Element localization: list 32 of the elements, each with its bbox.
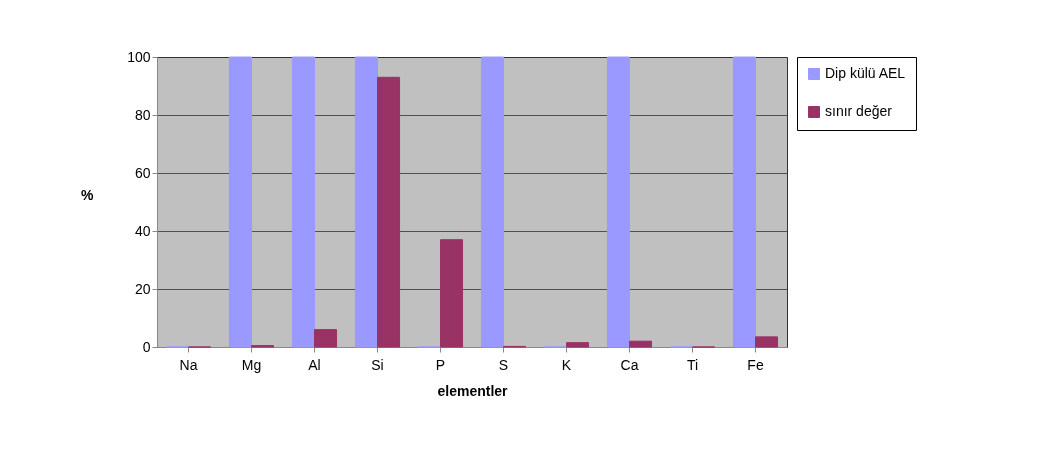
legend-label: Dip külü AEL [825, 65, 906, 81]
x-tick-label: Fe [747, 356, 764, 373]
y-tick-label: 40 [134, 222, 151, 239]
y-tick-label: 100 [127, 48, 151, 65]
legend-label: sınır değer [825, 103, 893, 119]
bar [480, 56, 504, 348]
bar [629, 340, 653, 348]
x-tick-label: K [561, 356, 572, 373]
y-tick-label: 0 [142, 338, 151, 355]
bar [755, 336, 779, 348]
bar [440, 239, 464, 348]
y-tick-label: 60 [134, 164, 151, 181]
y-tick-label: 80 [134, 106, 151, 123]
y-axis-title: % [80, 186, 94, 203]
bar [354, 56, 378, 348]
bar [377, 76, 401, 348]
x-tick-label: Ca [620, 356, 639, 373]
x-tick-label: Na [179, 356, 198, 373]
x-tick-label: P [435, 356, 446, 373]
bar [566, 342, 590, 348]
bar [732, 56, 756, 348]
x-tick-label: Mg [241, 356, 262, 373]
x-tick-label: S [498, 356, 509, 373]
y-tick-label: 20 [134, 280, 151, 297]
x-tick-label: Ti [686, 356, 699, 373]
bar [291, 56, 315, 348]
x-tick-label: Si [371, 356, 384, 373]
bar [606, 56, 630, 348]
bar [314, 329, 338, 348]
bar [228, 56, 252, 348]
x-tick-label: Al [308, 356, 321, 373]
x-axis-title: elementler [437, 382, 509, 399]
